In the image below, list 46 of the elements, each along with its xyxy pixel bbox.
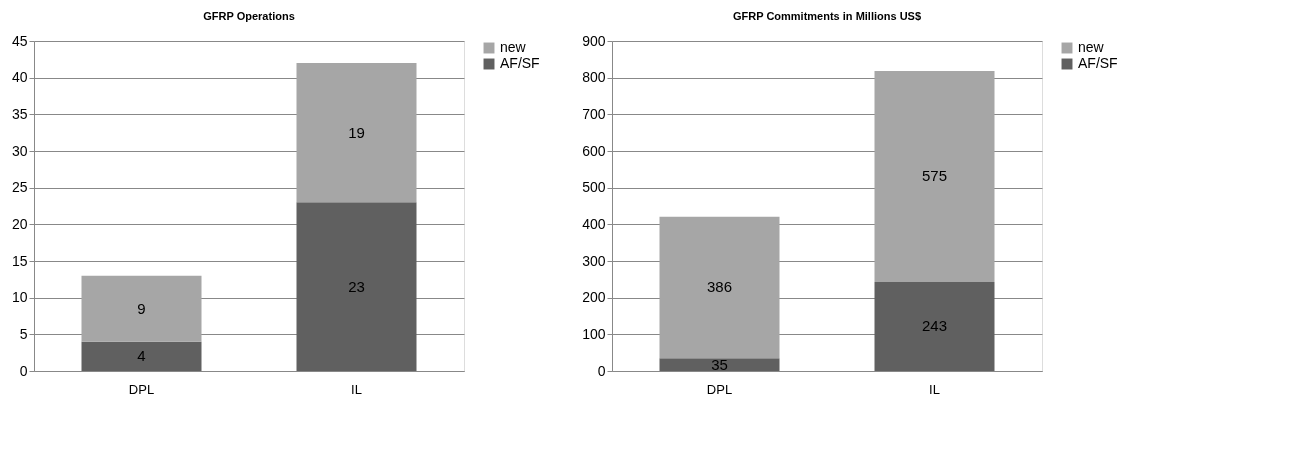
y-tick-label: 15 [11, 252, 28, 269]
y-tick-label: 400 [582, 215, 606, 232]
legend-label: new [1078, 39, 1105, 55]
y-tick-label: 45 [11, 32, 28, 49]
y-tick-label: 100 [582, 325, 606, 342]
y-tick-label: 20 [11, 215, 28, 232]
y-tick-label: 0 [19, 362, 28, 379]
data-label: 386 [706, 278, 733, 296]
x-tick-label: IL [351, 381, 362, 397]
data-label: 19 [348, 123, 365, 141]
legend-label: new [500, 39, 527, 55]
y-tick-label: 800 [582, 69, 606, 86]
y-tick-label: 200 [582, 289, 606, 306]
legend-label: AF/SF [500, 55, 540, 71]
x-tick-label: IL [929, 381, 940, 397]
data-label: 243 [921, 317, 948, 335]
y-tick-label: 0 [597, 362, 606, 379]
y-tick-label: 500 [582, 179, 606, 196]
y-tick-label: 300 [582, 252, 606, 269]
bar [874, 71, 995, 282]
bar [81, 341, 202, 371]
y-tick-label: 40 [11, 69, 28, 86]
y-tick-label: 5 [19, 325, 28, 342]
legend-label: AF/SF [1078, 55, 1118, 71]
y-tick-label: 900 [582, 32, 606, 49]
bar [81, 275, 202, 342]
data-label: 9 [137, 299, 146, 317]
data-label: 575 [921, 167, 948, 185]
y-tick-label: 700 [582, 105, 606, 122]
bar [659, 216, 780, 359]
bar [874, 281, 995, 371]
chart-title: GFRP Commitments in Millions US$ [732, 10, 922, 22]
bar [296, 63, 417, 203]
y-tick-label: 35 [11, 105, 28, 122]
x-tick-label: DPL [706, 381, 733, 397]
bar [296, 202, 417, 371]
data-label: 35 [711, 355, 728, 373]
data-label: 23 [348, 277, 365, 295]
y-tick-label: 10 [11, 289, 28, 306]
y-tick-label: 30 [11, 142, 28, 159]
y-tick-label: 25 [11, 179, 28, 196]
x-tick-label: DPL [128, 381, 155, 397]
chart-title: GFRP Operations [203, 10, 295, 22]
y-tick-label: 600 [582, 142, 606, 159]
bar [659, 358, 780, 371]
data-label: 4 [137, 347, 146, 365]
